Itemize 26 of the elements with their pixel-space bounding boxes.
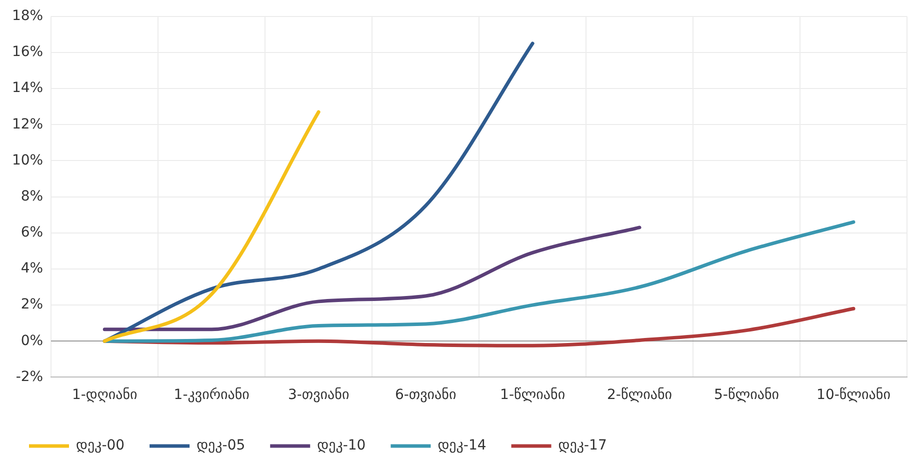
y-tick-label: 6% xyxy=(20,224,44,241)
y-tick-label: 10% xyxy=(12,152,44,168)
x-tick-label: 2-წლიანი xyxy=(607,387,672,404)
line-series xyxy=(102,220,856,343)
x-tick-label: 5-წლიანი xyxy=(714,387,780,404)
x-tick-label: 1-კვირიანი xyxy=(174,387,250,404)
y-tick-label: 4% xyxy=(20,260,44,277)
y-tick-label: -2% xyxy=(16,368,44,385)
legend-label: დეკ-10 xyxy=(317,438,366,454)
y-tick-label: 12% xyxy=(12,116,44,132)
y-tick-label: 16% xyxy=(12,44,44,60)
x-tick-label: 1-დღიანი xyxy=(72,387,138,404)
y-tick-label: 0% xyxy=(20,332,44,349)
y-tick-label: 8% xyxy=(20,188,44,204)
x-tick-label: 10-წლიანი xyxy=(816,387,890,404)
y-tick-label: 2% xyxy=(20,296,44,313)
x-tick-label: 1-წლიანი xyxy=(500,387,566,404)
legend-label: დეკ-14 xyxy=(438,438,486,454)
y-tick-label: 14% xyxy=(12,80,44,96)
x-tick-label: 6-თვიანი xyxy=(394,387,456,404)
legend-label: დეკ-00 xyxy=(76,438,125,454)
legend-label: დეკ-17 xyxy=(558,438,607,454)
line-series xyxy=(102,226,642,332)
x-tick-label: 3-თვიანი xyxy=(288,387,350,404)
legend-label: დეკ-05 xyxy=(196,438,246,454)
y-tick-label: 18% xyxy=(12,8,44,24)
